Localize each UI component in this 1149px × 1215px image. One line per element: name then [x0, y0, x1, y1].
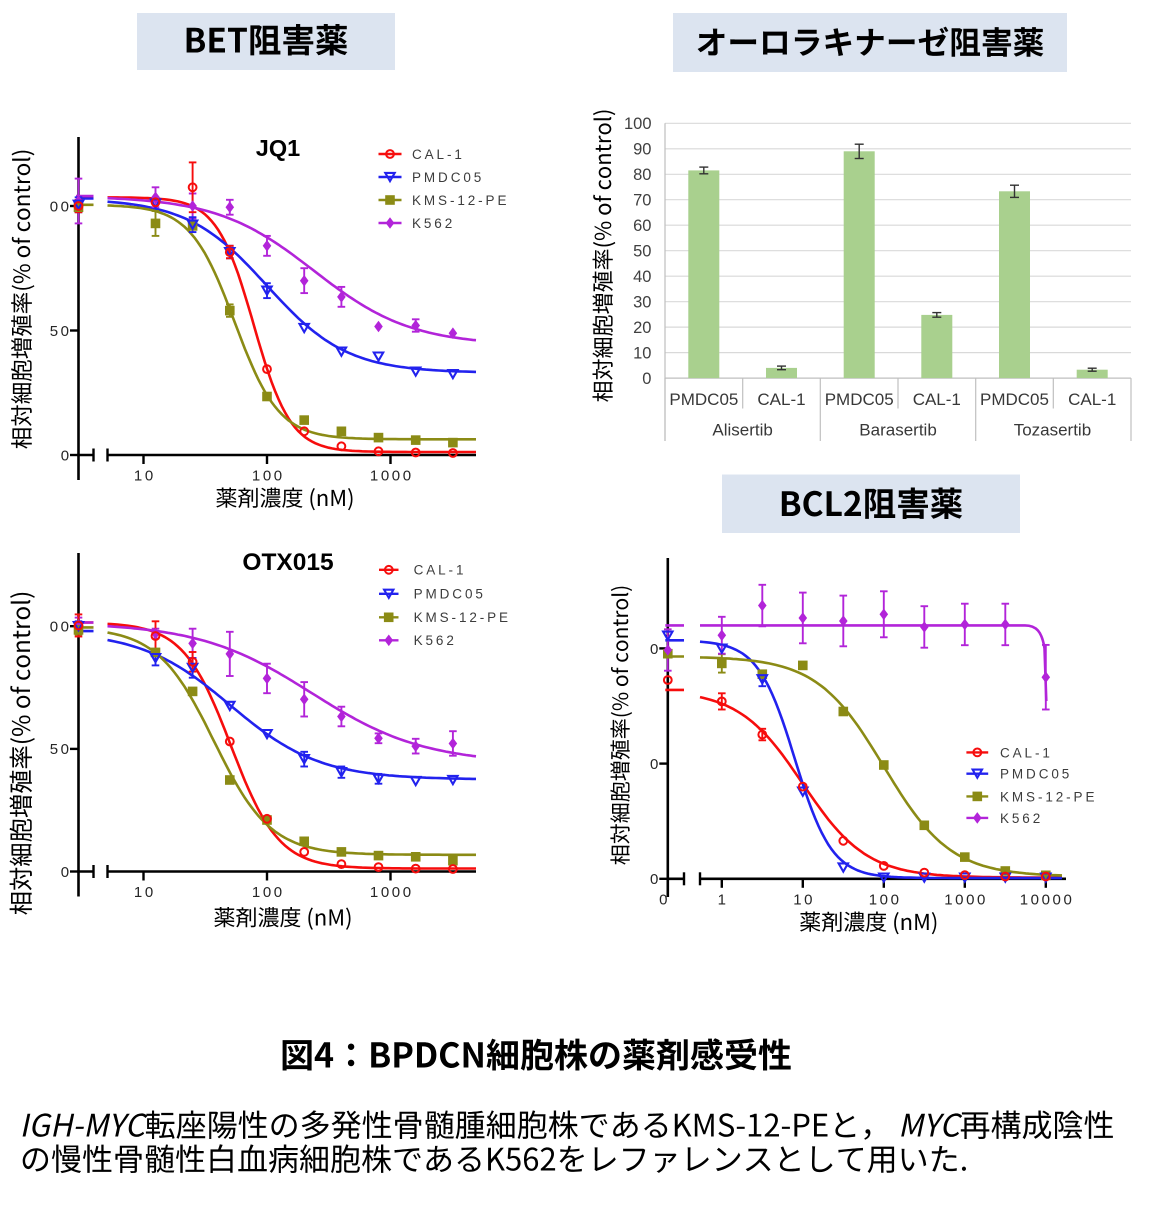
svg-text:1000: 1000: [944, 891, 988, 908]
svg-text:0: 0: [650, 756, 661, 773]
svg-text:CAL-1: CAL-1: [1000, 745, 1053, 760]
svg-text:10: 10: [134, 468, 156, 485]
svg-text:0: 0: [61, 447, 72, 464]
svg-text:K562: K562: [412, 216, 455, 231]
svg-text:PMDC05: PMDC05: [980, 390, 1049, 409]
svg-text:1: 1: [718, 891, 729, 908]
svg-text:CAL-1: CAL-1: [913, 390, 961, 409]
svg-text:0: 0: [642, 370, 651, 388]
svg-text:0: 0: [659, 891, 670, 908]
svg-text:CAL-1: CAL-1: [412, 147, 465, 162]
svg-text:10000: 10000: [1020, 891, 1075, 908]
svg-text:00: 00: [50, 198, 72, 215]
svg-text:PMDC05: PMDC05: [414, 587, 486, 602]
svg-text:50: 50: [633, 243, 651, 261]
svg-text:JQ1: JQ1: [256, 135, 300, 161]
svg-text:0: 0: [650, 871, 661, 888]
svg-text:K562: K562: [414, 633, 457, 648]
svg-text:90: 90: [633, 141, 651, 159]
svg-text:50: 50: [50, 323, 72, 340]
svg-text:0: 0: [650, 641, 661, 658]
svg-text:10: 10: [793, 891, 815, 908]
svg-text:PMDC05: PMDC05: [669, 390, 738, 409]
svg-text:60: 60: [633, 217, 651, 235]
svg-text:Tozasertib: Tozasertib: [1014, 421, 1091, 440]
svg-text:PMDC05: PMDC05: [1000, 767, 1072, 782]
svg-text:CAL-1: CAL-1: [757, 390, 805, 409]
svg-text:1000: 1000: [370, 468, 414, 485]
svg-text:10: 10: [633, 344, 651, 362]
svg-text:1000: 1000: [370, 884, 414, 901]
svg-text:50: 50: [50, 741, 72, 758]
svg-text:0: 0: [61, 864, 72, 881]
svg-text:PMDC05: PMDC05: [412, 170, 484, 185]
svg-text:100: 100: [252, 884, 285, 901]
svg-text:PMDC05: PMDC05: [825, 390, 894, 409]
svg-text:00: 00: [50, 619, 72, 636]
svg-text:20: 20: [633, 319, 651, 337]
svg-text:100: 100: [869, 891, 902, 908]
svg-text:KMS-12-PE: KMS-12-PE: [414, 610, 511, 625]
svg-text:KMS-12-PE: KMS-12-PE: [412, 193, 509, 208]
svg-text:Barasertib: Barasertib: [859, 421, 936, 440]
svg-text:80: 80: [633, 166, 651, 184]
svg-text:40: 40: [633, 268, 651, 286]
svg-text:10: 10: [134, 884, 156, 901]
svg-text:K562: K562: [1000, 811, 1043, 826]
svg-text:30: 30: [633, 294, 651, 312]
svg-text:100: 100: [252, 468, 285, 485]
svg-text:70: 70: [633, 192, 651, 210]
svg-text:CAL-1: CAL-1: [414, 563, 467, 578]
svg-text:Alisertib: Alisertib: [712, 421, 772, 440]
svg-text:100: 100: [624, 115, 652, 133]
svg-text:KMS-12-PE: KMS-12-PE: [1000, 789, 1097, 804]
svg-text:CAL-1: CAL-1: [1068, 390, 1116, 409]
svg-text:OTX015: OTX015: [242, 549, 333, 576]
